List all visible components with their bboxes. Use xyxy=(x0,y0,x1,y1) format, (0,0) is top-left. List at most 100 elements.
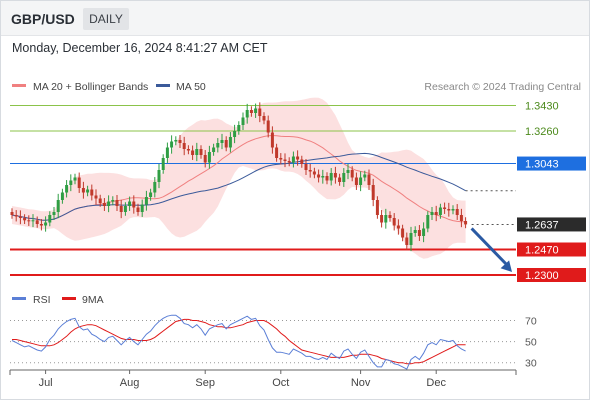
x-tick-label-Jul: Jul xyxy=(39,377,53,389)
level-label-bg-1.2470 xyxy=(517,242,586,257)
candle-body xyxy=(392,218,396,226)
forecast-arrow-shaft xyxy=(470,227,510,268)
x-tick-label-Oct: Oct xyxy=(272,377,289,389)
candle-body xyxy=(405,237,409,245)
candle-body xyxy=(98,198,102,203)
candle-body xyxy=(354,177,358,185)
candle-body xyxy=(140,204,144,212)
candle-body xyxy=(363,174,367,178)
candle-body xyxy=(48,215,52,223)
candle-body xyxy=(212,147,216,152)
candle-body xyxy=(241,117,245,125)
candle-body xyxy=(174,140,178,142)
candle-body xyxy=(144,197,148,205)
candle-body xyxy=(245,110,249,118)
candle-body xyxy=(455,209,459,215)
candles-layer xyxy=(10,102,468,252)
ma20-legend-swatch xyxy=(12,84,26,87)
candle-body xyxy=(409,233,413,245)
candle-body xyxy=(119,206,123,212)
candle-body xyxy=(149,192,153,197)
level-label-1.3260: 1.3260 xyxy=(525,126,559,138)
candle-body xyxy=(170,141,174,148)
candle-body xyxy=(14,215,18,217)
candle-body xyxy=(396,225,400,229)
candle-body xyxy=(262,116,266,121)
candle-body xyxy=(333,173,337,178)
candle-body xyxy=(77,177,81,188)
candle-body xyxy=(18,216,22,218)
candle-body xyxy=(266,120,270,133)
candle-body xyxy=(128,201,132,206)
level-label-1.2300: 1.2300 xyxy=(525,270,559,282)
candle-body xyxy=(111,200,115,202)
candle-body xyxy=(69,180,73,185)
x-tick-label-Dec: Dec xyxy=(426,377,446,389)
candle-body xyxy=(10,212,14,215)
candle-body xyxy=(283,159,287,161)
rsi-tick-label-50: 50 xyxy=(525,337,537,349)
level-label-bg-1.2637 xyxy=(517,217,586,232)
forecast-arrow-layer xyxy=(470,227,512,272)
credit-text: Research © 2024 Trading Central xyxy=(424,81,581,93)
candle-body xyxy=(165,147,169,158)
candle-body xyxy=(459,215,463,221)
candle-body xyxy=(31,220,35,222)
rsi-ma-legend-swatch xyxy=(62,297,76,300)
candle-body xyxy=(451,209,455,211)
candle-body xyxy=(275,147,279,158)
timeframe-button[interactable]: DAILY xyxy=(83,8,129,30)
candle-body xyxy=(195,149,199,155)
ma50-line xyxy=(11,152,466,221)
candle-body xyxy=(23,218,27,221)
candle-body xyxy=(153,182,157,193)
candle-body xyxy=(258,108,262,116)
rsi-tick-label-70: 70 xyxy=(525,315,537,327)
candle-body xyxy=(371,185,375,200)
rsi-legend-swatch xyxy=(12,297,26,300)
candle-body xyxy=(279,158,283,160)
moving-averages-layer xyxy=(11,134,516,223)
ma50-legend-label: MA 50 xyxy=(176,81,206,93)
candle-body xyxy=(90,189,94,196)
x-tick-label-Sep: Sep xyxy=(195,377,215,389)
candle-body xyxy=(325,176,329,181)
candle-body xyxy=(157,170,161,182)
candle-body xyxy=(413,230,417,233)
candle-body xyxy=(434,212,438,215)
level-lines-layer xyxy=(10,105,516,276)
candle-body xyxy=(199,149,203,155)
candle-body xyxy=(178,140,182,143)
level-label-1.3430: 1.3430 xyxy=(525,101,559,113)
candle-body xyxy=(182,143,186,149)
candle-body xyxy=(296,156,300,160)
candle-body xyxy=(464,221,468,225)
candle-body xyxy=(81,188,85,193)
candle-body xyxy=(86,189,90,193)
candle-body xyxy=(443,207,447,209)
candle-body xyxy=(384,215,388,223)
candle-body xyxy=(417,230,421,236)
candle-body xyxy=(426,215,430,229)
level-labels-layer: 1.3430 1.3260 1.3043 1.2637 1.2470 1.2300 xyxy=(517,101,586,282)
candle-body xyxy=(422,228,426,236)
candle-body xyxy=(136,207,140,212)
rsi-legend-label: RSI xyxy=(33,294,51,306)
chart-timestamp: Monday, December 16, 2024 8:41:27 AM CET xyxy=(12,41,268,55)
candle-body xyxy=(270,132,274,148)
candle-body xyxy=(207,152,211,163)
candle-body xyxy=(60,192,64,200)
candle-body xyxy=(186,149,190,151)
candle-body xyxy=(291,156,295,163)
candle-body xyxy=(254,108,258,113)
rsi-panel: 70 50 30 xyxy=(10,314,537,370)
x-axis: Jul Aug Sep Oct Nov Dec xyxy=(9,369,517,389)
bollinger-band-fill xyxy=(12,97,466,259)
candle-body xyxy=(132,201,136,208)
candle-body xyxy=(447,209,451,211)
candle-body xyxy=(44,222,48,226)
level-label-bg-1.2300 xyxy=(517,268,586,282)
candle-body xyxy=(300,159,304,164)
candle-body xyxy=(56,200,60,212)
